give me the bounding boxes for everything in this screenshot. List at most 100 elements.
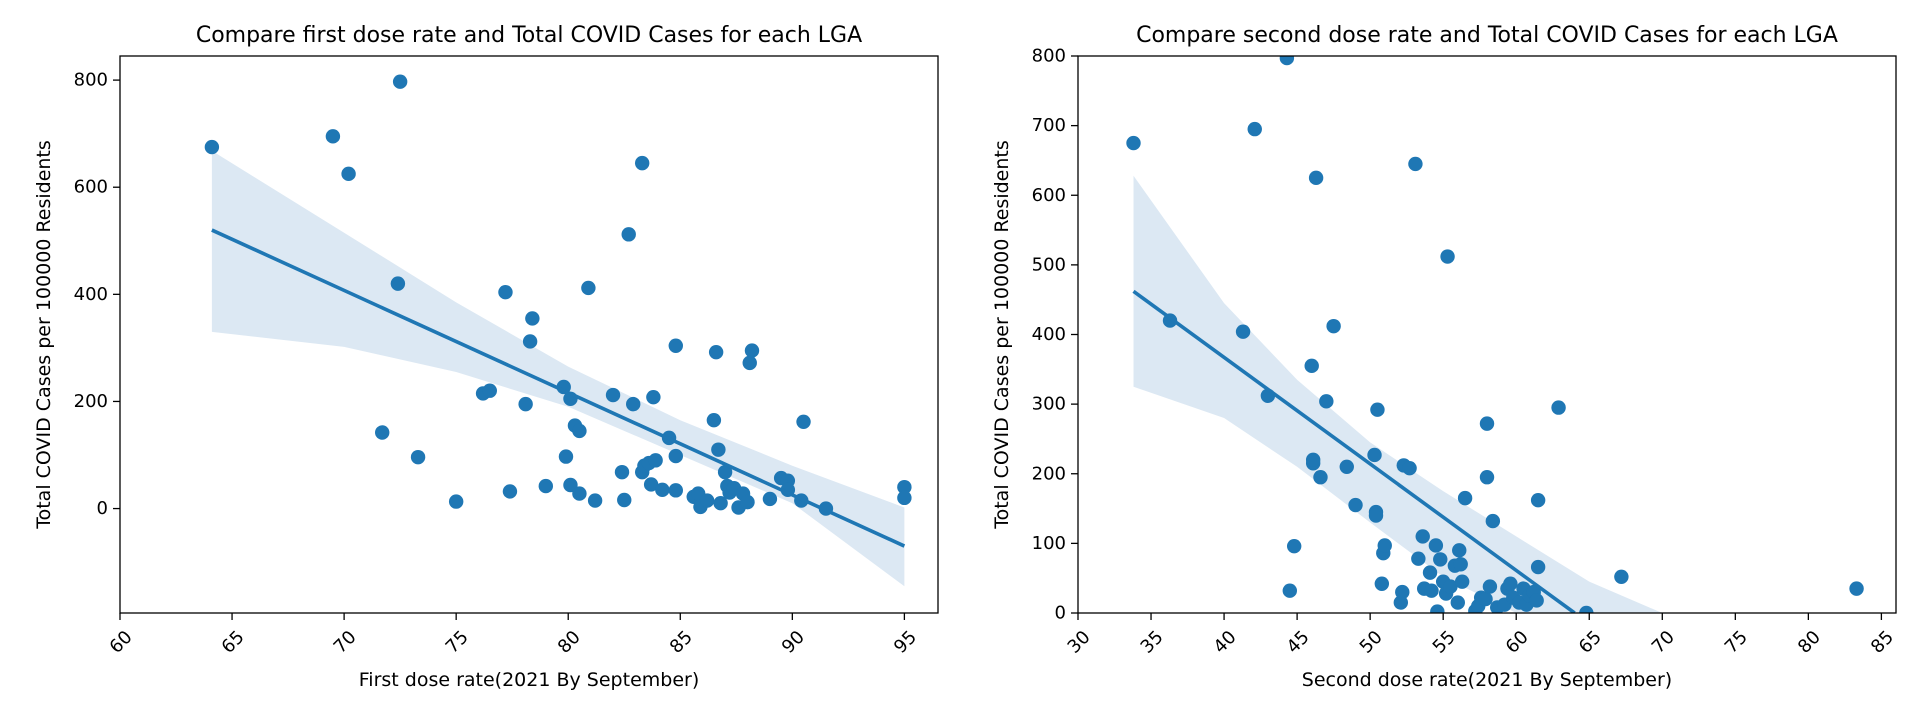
confidence-band <box>1133 175 1663 613</box>
scatter-point <box>581 280 596 296</box>
scatter-point <box>643 477 659 492</box>
scatter-point <box>1313 470 1328 485</box>
scatter-point <box>1482 579 1498 594</box>
scatter-point <box>482 383 497 398</box>
scatter-point <box>1247 121 1262 137</box>
scatter-point <box>1411 551 1426 566</box>
chart-panel-1: 60 65 70 75 80 85 90 95 0 200 400 600 800 Compare fir… <box>33 23 939 691</box>
x-tick-label: 65 <box>218 627 249 658</box>
y-tick-label: 400 <box>74 284 108 305</box>
x-tick-label: 85 <box>666 627 697 658</box>
y-tick-label: 600 <box>74 177 108 198</box>
scatter-point <box>1503 576 1518 591</box>
scatter-point <box>522 334 538 349</box>
x-tick-label: 95 <box>890 627 921 658</box>
scatter-point <box>572 486 587 501</box>
scatter-point <box>448 494 464 509</box>
scatter-point <box>558 449 574 464</box>
scatter-point <box>742 355 757 371</box>
scatter-point <box>498 284 513 300</box>
scatter-point <box>1529 593 1544 608</box>
x-tick-label: 60 <box>106 627 137 658</box>
scatter-point <box>1339 459 1354 474</box>
x-tick-label: 40 <box>1210 627 1241 658</box>
scatter-point <box>204 139 220 155</box>
chart-title: Compare second dose rate and Total COVID… <box>1136 23 1838 48</box>
scatter-point <box>655 482 670 498</box>
scatter-point <box>587 493 603 508</box>
scatter-point <box>1530 559 1546 575</box>
scatter-point <box>538 478 554 494</box>
scatter-point <box>762 491 778 507</box>
scatter-point <box>1430 604 1445 613</box>
x-tick-label: 35 <box>1137 627 1168 658</box>
regression-line <box>211 228 906 548</box>
x-tick-label: 55 <box>1429 627 1460 658</box>
scatter-point <box>525 311 540 326</box>
x-tick-label: 75 <box>1721 627 1752 658</box>
scatter-point <box>1235 324 1251 339</box>
scatter-point <box>711 442 726 457</box>
scatter-point <box>626 396 641 412</box>
scatter-point <box>1377 538 1392 553</box>
y-tick-label: 0 <box>1055 603 1066 624</box>
scatter-point <box>713 496 728 511</box>
scatter-point <box>1286 538 1302 554</box>
scatter-point <box>617 492 632 508</box>
x-tick-label: 80 <box>1794 627 1825 658</box>
scatter-point <box>1415 529 1430 544</box>
x-tick-label: 90 <box>778 627 809 658</box>
scatter-point <box>1479 416 1495 431</box>
x-tick-label: 70 <box>330 627 361 658</box>
scatter-point <box>614 464 630 480</box>
y-tick-label: 700 <box>1032 115 1066 136</box>
scatter-point <box>1614 569 1629 584</box>
x-tick-label: 50 <box>1356 627 1387 658</box>
scatter-point <box>1319 394 1334 409</box>
scatter-point <box>796 414 811 429</box>
scatter-point <box>1402 460 1417 476</box>
scatter-point <box>1453 557 1468 572</box>
scatter-point <box>1450 595 1465 610</box>
plot-area <box>1126 56 1864 613</box>
chart-panel-2: 30 35 40 45 50 55 60 65 70 75 80 85 0 100 200 300 400 500… <box>991 23 1898 691</box>
scatter-point <box>1454 574 1470 589</box>
scatter-point <box>1443 579 1458 594</box>
scatter-point <box>1305 452 1321 468</box>
x-tick-label: 60 <box>1502 627 1533 658</box>
x-tick-label: 85 <box>1867 627 1898 658</box>
scatter-point <box>1304 358 1319 374</box>
scatter-point <box>648 453 663 468</box>
scatter-point <box>1485 513 1501 529</box>
x-tick-label: 70 <box>1648 627 1679 658</box>
y-tick-label: 300 <box>1032 394 1066 415</box>
regression-line <box>1132 289 1576 613</box>
x-axis-label: Second dose rate(2021 By September) <box>1302 669 1672 691</box>
y-tick-label: 800 <box>74 70 108 91</box>
scatter-point <box>518 396 533 412</box>
scatter-point <box>1126 135 1141 151</box>
scatter-point <box>1424 583 1439 598</box>
y-tick-label: 100 <box>1032 533 1066 554</box>
scatter-point <box>1440 249 1455 264</box>
x-tick-label: 30 <box>1064 627 1095 658</box>
scatter-point <box>1530 493 1546 508</box>
scatter-point <box>1479 470 1495 485</box>
y-tick-label: 500 <box>1032 254 1066 275</box>
scatter-point <box>1282 583 1298 598</box>
scatter-point <box>897 490 912 506</box>
scatter-point <box>572 423 587 439</box>
scatter-point <box>605 387 621 403</box>
scatter-point <box>375 425 390 440</box>
scatter-point <box>668 338 683 353</box>
scatter-point <box>897 479 912 495</box>
scatter-point <box>1370 402 1385 417</box>
scatter-point <box>1395 584 1410 600</box>
scatter-point <box>717 464 733 480</box>
chart-title: Compare first dose rate and Total COVID … <box>196 23 862 48</box>
scatter-point <box>706 412 722 428</box>
scatter-point <box>1326 318 1341 334</box>
scatter-point <box>1422 565 1438 580</box>
y-tick-label: 0 <box>97 498 108 519</box>
